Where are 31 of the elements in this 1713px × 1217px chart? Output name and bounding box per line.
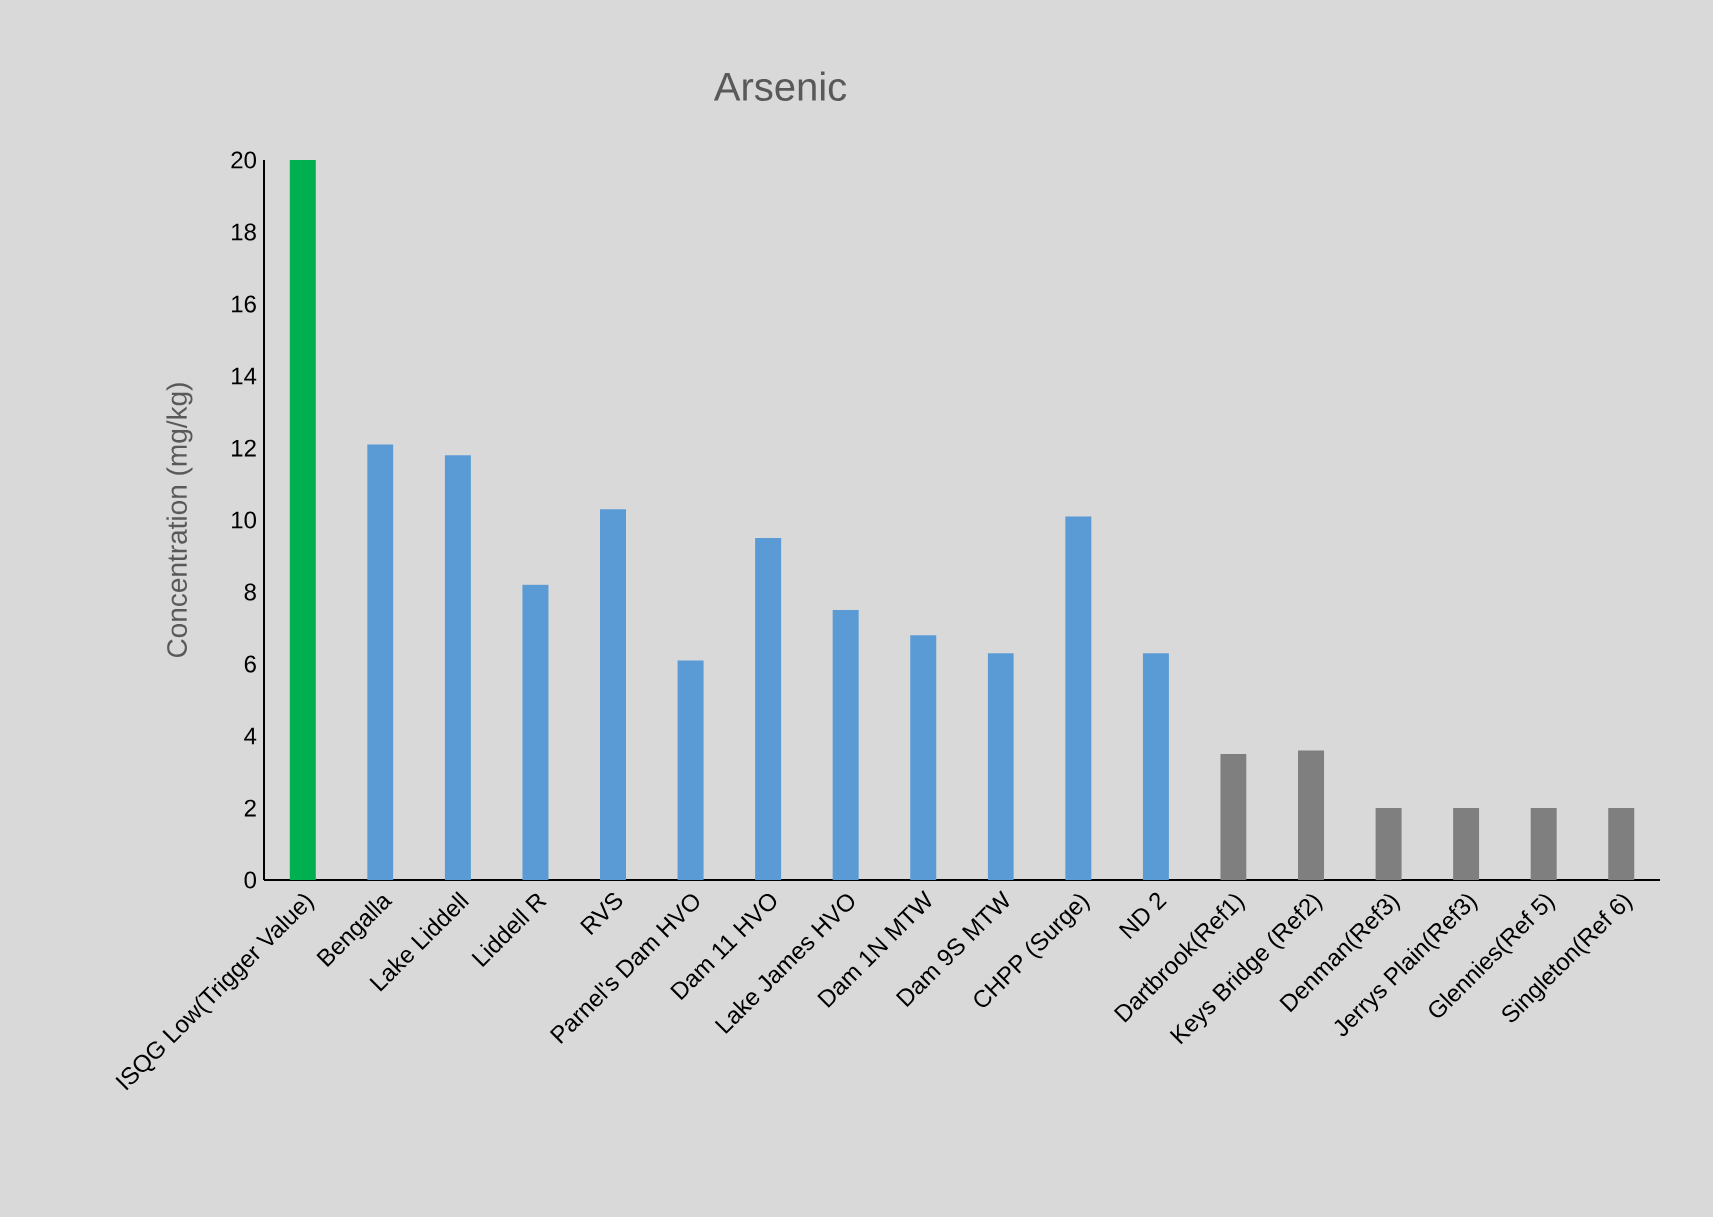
- y-tick-label: 8: [244, 583, 256, 601]
- y-tick-label: 4: [244, 727, 257, 745]
- y-tick-label: 10: [232, 511, 257, 529]
- bar: [987, 653, 1014, 880]
- y-axis-title: Concentration (mg/kg): [166, 383, 193, 658]
- bar: [367, 444, 394, 880]
- bar: [522, 584, 549, 880]
- bar: [910, 635, 937, 880]
- bar: [1142, 653, 1169, 880]
- y-tick-label: 20: [231, 151, 257, 169]
- bar: [677, 660, 704, 880]
- bar: [1065, 516, 1092, 880]
- y-tick-label: 12: [232, 439, 256, 457]
- y-tick-label: 18: [232, 223, 256, 241]
- y-tick-label: 14: [232, 367, 257, 385]
- y-tick-label: 16: [232, 295, 256, 313]
- chart-title: Arsenic: [713, 71, 847, 101]
- bar: [444, 455, 471, 880]
- bar: [1453, 808, 1480, 880]
- y-tick-label: 6: [244, 655, 256, 673]
- y-tick-label: 2: [244, 799, 256, 817]
- bar: [1220, 754, 1247, 880]
- bar: [832, 610, 859, 880]
- bar: [1298, 750, 1325, 880]
- bar: [600, 509, 627, 880]
- bar: [289, 160, 316, 880]
- y-tick-label: 0: [244, 871, 257, 889]
- bar: [1530, 808, 1557, 880]
- bar: [1608, 808, 1635, 880]
- bar: [1375, 808, 1402, 880]
- bar: [755, 538, 782, 880]
